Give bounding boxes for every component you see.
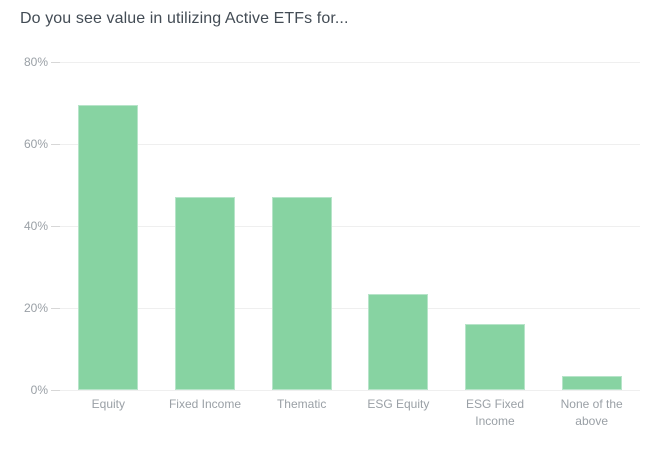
bar-fixed-income	[174, 197, 235, 390]
bar-esg-equity	[368, 293, 429, 390]
y-axis-tick-mark	[51, 390, 60, 391]
gridline	[60, 308, 640, 309]
bar-slot	[60, 62, 157, 390]
gridline	[60, 390, 640, 391]
x-axis-category-label: None of the above	[560, 397, 623, 428]
x-axis-category-label: Equity	[91, 397, 125, 411]
x-axis-category-label: ESG Equity	[367, 397, 430, 411]
y-axis-tick-label: 20%	[23, 301, 48, 315]
x-axis-category-label: Fixed Income	[168, 397, 241, 411]
bar-esg-fixed-income	[464, 324, 525, 390]
bar-thematic	[271, 197, 332, 390]
y-axis-tick-mark	[51, 144, 60, 145]
bar-slot	[350, 62, 447, 390]
y-axis-tick-label: 40%	[23, 219, 48, 233]
x-axis-category-label: Thematic	[276, 397, 327, 411]
chart-title: Do you see value in utilizing Active ETF…	[20, 10, 349, 27]
bar-slot	[447, 62, 544, 390]
bar-none-of-the-above	[561, 375, 622, 390]
gridline	[60, 62, 640, 63]
gridline	[60, 226, 640, 227]
y-axis-tick-mark	[51, 62, 60, 63]
y-axis-tick-mark	[51, 308, 60, 309]
y-axis-tick-label: 80%	[23, 55, 48, 69]
bar-slot	[543, 62, 640, 390]
x-axis-category-label: ESG Fixed Income	[465, 397, 524, 428]
bar-slot	[157, 62, 254, 390]
y-axis: 0% 20% 40% 60% 80%	[0, 55, 48, 397]
gridline	[60, 144, 640, 145]
bar-slot	[253, 62, 350, 390]
bar-equity	[78, 105, 139, 390]
y-axis-tick-mark	[51, 226, 60, 227]
y-axis-tick-label: 0%	[30, 383, 48, 397]
y-axis-tick-label: 60%	[23, 137, 48, 151]
plot-area	[51, 62, 640, 391]
